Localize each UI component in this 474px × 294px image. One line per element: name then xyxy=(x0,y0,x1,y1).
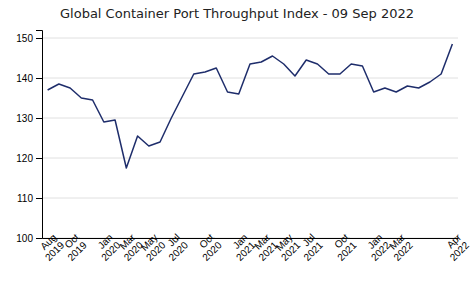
tick-mark xyxy=(36,158,42,159)
grid-line xyxy=(42,158,458,159)
tick: 140 xyxy=(16,73,42,84)
tick-label: Mar2022 xyxy=(384,231,416,263)
tick: May2020 xyxy=(136,231,168,263)
tick-label-line: 2020 xyxy=(166,239,190,263)
tick-label: 150 xyxy=(16,33,33,44)
x-axis: Aug2019Oct2019Jan2020Mar2020May2020Jul20… xyxy=(35,231,472,263)
tick-label: Aug2019 xyxy=(35,231,67,263)
tick: Mar2022 xyxy=(384,231,416,263)
tick: Jan2021 xyxy=(226,231,258,263)
tick: Jul2021 xyxy=(294,231,326,263)
tick: Jan2022 xyxy=(361,231,393,263)
tick-label: May2021 xyxy=(271,231,303,263)
grid-line xyxy=(42,78,458,79)
tick-label-line: 2019 xyxy=(65,239,89,263)
tick: Jul2020 xyxy=(159,231,191,263)
tick: Apr2022 xyxy=(440,231,472,263)
line xyxy=(48,44,453,168)
tick-label: 130 xyxy=(16,113,33,124)
tick-label: Jul2021 xyxy=(294,231,326,263)
tick-label: Jan2021 xyxy=(226,231,258,263)
tick-label: 140 xyxy=(16,73,33,84)
tick-label: Jan2022 xyxy=(361,231,393,263)
grid-line xyxy=(42,38,458,39)
tick-label: Oct2021 xyxy=(327,231,359,263)
grid-line xyxy=(42,198,458,199)
tick-label: Apr2022 xyxy=(440,231,472,263)
tick-label-line: 2020 xyxy=(200,239,224,263)
y-axis: 100 110 120 130 140 150 xyxy=(16,31,42,244)
tick-label-line: 2021 xyxy=(335,239,359,263)
marks xyxy=(48,44,453,168)
chart: 100110120130140150Aug2019Oct2019Jan2020M… xyxy=(0,0,474,294)
grid xyxy=(42,38,458,238)
tick-mark xyxy=(36,78,42,79)
tick-label: Oct2020 xyxy=(192,231,224,263)
tick: 110 xyxy=(17,193,42,204)
tick-mark xyxy=(36,198,42,199)
tick: 130 xyxy=(16,113,42,124)
tick: May2021 xyxy=(271,231,303,263)
tick-label: May2020 xyxy=(136,231,168,263)
tick-label: 120 xyxy=(16,153,33,164)
tick-label-line: 2021 xyxy=(301,239,325,263)
tick: 100 xyxy=(16,233,42,244)
tick-label-line: 2022 xyxy=(391,239,415,263)
tick-label: 100 xyxy=(16,233,33,244)
grid-line xyxy=(42,118,458,119)
tick: Jan2020 xyxy=(91,231,123,263)
tick-label: 110 xyxy=(17,193,33,204)
tick-mark xyxy=(36,38,42,39)
tick: 120 xyxy=(16,153,42,164)
axis-line xyxy=(36,31,43,239)
tick-mark xyxy=(36,118,42,119)
title: Global Container Port Throughput Index -… xyxy=(60,6,414,21)
tick: Oct2021 xyxy=(327,231,359,263)
tick: Aug2019 xyxy=(35,231,67,263)
tick-label-line: 2021 xyxy=(279,239,303,263)
tick-label-line: 2020 xyxy=(144,239,168,263)
tick-label: Oct2019 xyxy=(58,231,90,263)
tick-label: Jul2020 xyxy=(159,231,191,263)
tick-mark xyxy=(36,238,42,239)
tick-label-line: 2022 xyxy=(448,239,472,263)
tick: Oct2019 xyxy=(58,231,90,263)
plot: 100110120130140150Aug2019Oct2019Jan2020M… xyxy=(16,31,471,263)
tick-label: Jan2020 xyxy=(91,231,123,263)
tick: 150 xyxy=(16,33,42,44)
tick: Oct2020 xyxy=(192,231,224,263)
